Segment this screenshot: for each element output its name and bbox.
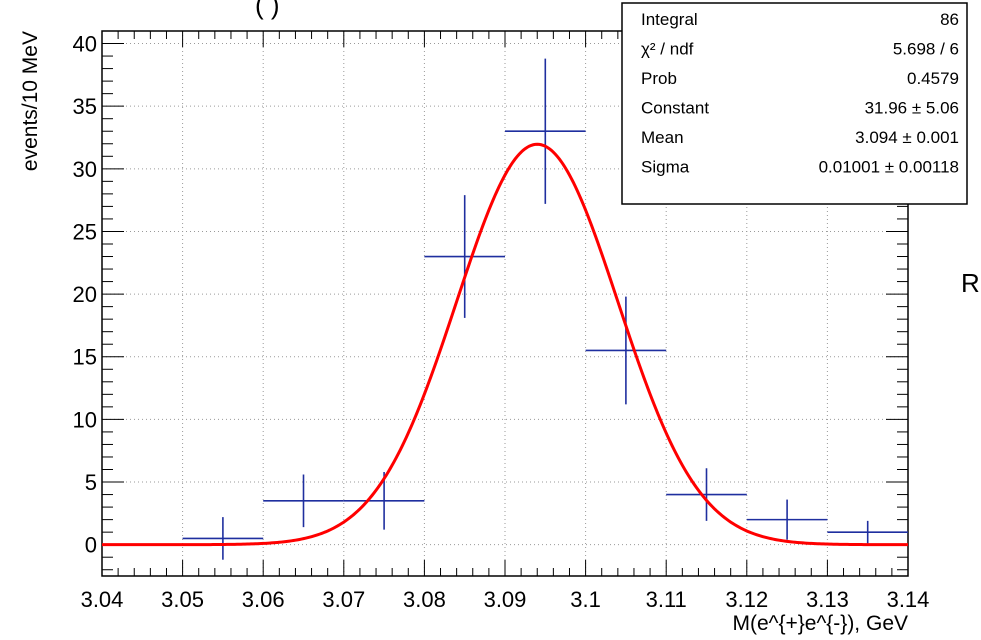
stats-label: χ² / ndf bbox=[641, 40, 694, 59]
x-tick-label: 3.13 bbox=[806, 587, 849, 612]
data-point bbox=[666, 468, 747, 521]
x-axis-title: M(e^{+}e^{-}), GeV bbox=[732, 612, 908, 635]
stats-label: Mean bbox=[641, 128, 684, 147]
x-tick-label: 3.05 bbox=[161, 587, 204, 612]
stats-box: Integral 86 χ² / ndf 5.698 / 6 Prob 0.4579 Con… bbox=[621, 2, 968, 205]
grid bbox=[102, 31, 908, 576]
stats-box-frame bbox=[621, 2, 968, 205]
stats-value: 5.698 / 6 bbox=[893, 40, 959, 59]
stats-label: Integral bbox=[641, 10, 698, 29]
x-tick-label: 3.09 bbox=[484, 587, 527, 612]
x-tick-label: 3.12 bbox=[725, 587, 768, 612]
y-tick-label: 0 bbox=[85, 533, 97, 558]
stats-value: 0.4579 bbox=[907, 69, 959, 88]
y-tick-label: 10 bbox=[73, 407, 97, 432]
y-tick-label: 15 bbox=[73, 345, 97, 370]
data-point bbox=[182, 517, 264, 560]
x-tick-label: 3.08 bbox=[403, 587, 446, 612]
cropped-title-fragment: ( ) bbox=[255, 0, 280, 20]
y-tick-label: 35 bbox=[73, 94, 97, 119]
stats-value: 31.96 ± 5.06 bbox=[865, 99, 959, 118]
x-tick-label: 3.06 bbox=[242, 587, 285, 612]
x-tick-label: 3.04 bbox=[81, 587, 124, 612]
y-tick-label: 30 bbox=[73, 157, 97, 182]
y-tick-labels: 0 5 10 15 20 25 30 35 40 bbox=[73, 32, 97, 558]
data-point bbox=[505, 58, 586, 204]
y-tick-label: 5 bbox=[85, 470, 97, 495]
stats-value: 86 bbox=[940, 10, 959, 29]
gaussian-fit-curve bbox=[102, 142, 908, 547]
x-tick-label: 3.1 bbox=[570, 587, 601, 612]
stats-label: Sigma bbox=[641, 158, 690, 177]
stats-label: Constant bbox=[641, 99, 709, 118]
data-point bbox=[424, 195, 505, 318]
stats-value: 3.094 ± 0.001 bbox=[855, 128, 959, 147]
x-tick-label: 3.11 bbox=[646, 587, 687, 612]
x-tick-label: 3.14 bbox=[887, 587, 930, 612]
y-tick-label: 40 bbox=[73, 32, 97, 57]
y-tick-label: 25 bbox=[73, 219, 97, 244]
y-axis-title: events/10 MeV bbox=[19, 31, 42, 171]
x-tick-labels: 3.04 3.05 3.06 3.07 3.08 3.09 3.1 3.11 3.12 3.13 3… bbox=[81, 587, 930, 612]
y-tick-label: 20 bbox=[73, 282, 97, 307]
data-points bbox=[182, 58, 908, 560]
data-point bbox=[263, 474, 344, 528]
data-point bbox=[827, 520, 908, 544]
data-point bbox=[343, 472, 425, 530]
x-tick-label: 3.07 bbox=[322, 587, 365, 612]
data-point bbox=[746, 499, 828, 540]
data-point bbox=[585, 296, 667, 405]
side-text: R bbox=[961, 268, 980, 298]
stats-label: Prob bbox=[641, 69, 677, 88]
stats-value: 0.01001 ± 0.00118 bbox=[819, 158, 959, 177]
